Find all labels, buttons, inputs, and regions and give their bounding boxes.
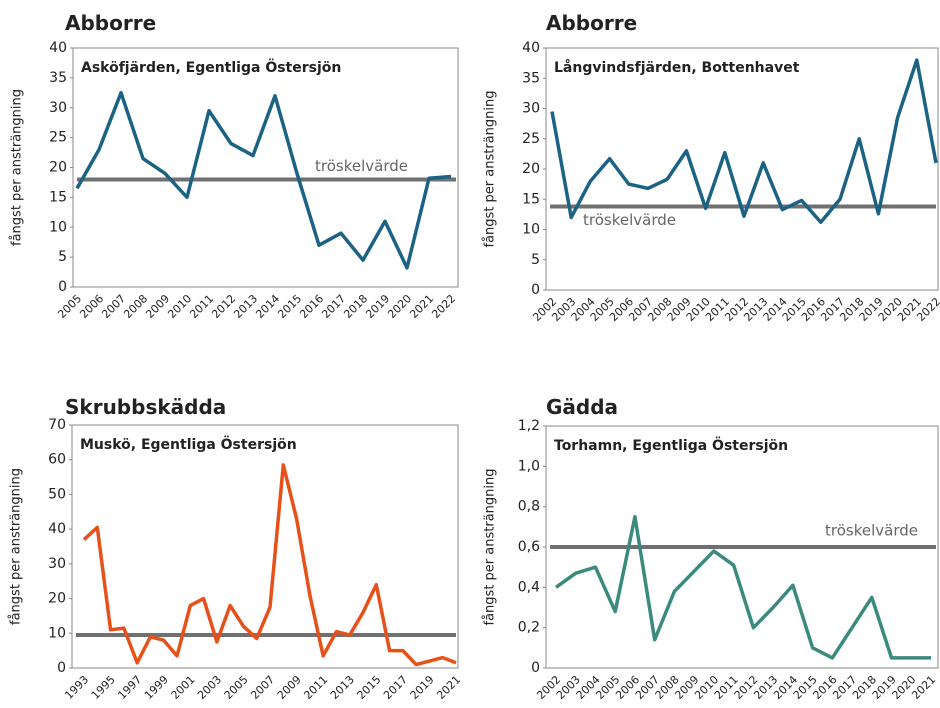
y-axis-label: fångst per ansträngning bbox=[10, 89, 25, 246]
y-tick-label: 40 bbox=[49, 40, 67, 56]
y-tick-label: 0 bbox=[57, 660, 66, 676]
x-tick-label: 2010 bbox=[165, 292, 194, 321]
x-tick-label: 2009 bbox=[143, 292, 172, 321]
x-tick-label: 2005 bbox=[222, 673, 251, 702]
chart-subtitle: Muskö, Egentliga Östersjön bbox=[80, 435, 297, 453]
y-tick-label: 1,0 bbox=[518, 458, 540, 474]
y-tick-label: 0 bbox=[58, 279, 67, 295]
y-tick-label: 60 bbox=[48, 452, 66, 468]
y-tick-label: 10 bbox=[49, 219, 67, 235]
y-tick-label: 0 bbox=[531, 660, 540, 676]
x-tick-label: 2019 bbox=[408, 673, 437, 702]
x-tick-label: 2014 bbox=[253, 292, 282, 321]
x-tick-label: 2003 bbox=[195, 673, 224, 702]
y-tick-label: 0,8 bbox=[518, 499, 540, 515]
chart-title: Abborre bbox=[65, 11, 156, 35]
chart-subtitle: Asköfjärden, Egentliga Östersjön bbox=[81, 58, 341, 76]
x-tick-label: 2019 bbox=[363, 292, 392, 321]
y-axis-label: fångst per ansträngning bbox=[483, 469, 498, 626]
plot-frame bbox=[545, 47, 939, 291]
x-tick-label: 2020 bbox=[385, 292, 414, 321]
y-tick-label: 1,2 bbox=[518, 418, 540, 434]
x-tick-label: 1993 bbox=[62, 673, 91, 702]
y-tick-label: 10 bbox=[48, 625, 66, 641]
y-tick-label: 25 bbox=[49, 130, 67, 146]
chart-title: Gädda bbox=[546, 395, 618, 419]
x-tick-label: 2011 bbox=[301, 673, 330, 702]
data-line bbox=[75, 91, 452, 270]
x-tick-label: 2009 bbox=[275, 673, 304, 702]
y-tick-label: 15 bbox=[49, 189, 67, 205]
x-tick-label: 2001 bbox=[169, 673, 198, 702]
chart-title: Skrubbskädda bbox=[65, 395, 226, 419]
y-tick-label: 0,4 bbox=[518, 579, 540, 595]
x-tick-label: 2015 bbox=[275, 292, 304, 321]
y-tick-label: 50 bbox=[48, 486, 66, 502]
y-tick-label: 40 bbox=[48, 521, 66, 537]
x-tick-label: 2015 bbox=[355, 673, 384, 702]
y-tick-label: 15 bbox=[522, 191, 540, 207]
x-tick-label: 2013 bbox=[231, 292, 260, 321]
threshold-label: tröskelvärde bbox=[315, 157, 408, 175]
y-tick-label: 10 bbox=[522, 222, 540, 238]
y-tick-label: 20 bbox=[49, 160, 67, 176]
y-tick-label: 25 bbox=[522, 131, 540, 147]
x-tick-label: 2021 bbox=[407, 292, 436, 321]
data-line bbox=[550, 58, 938, 224]
data-line bbox=[554, 515, 931, 660]
x-tick-label: 2007 bbox=[248, 673, 277, 702]
threshold-label: tröskelvärde bbox=[825, 522, 918, 540]
y-tick-label: 35 bbox=[522, 70, 540, 86]
y-tick-label: 70 bbox=[48, 417, 66, 433]
y-tick-label: 5 bbox=[531, 252, 540, 268]
x-tick-label: 2011 bbox=[187, 292, 216, 321]
y-tick-label: 0,2 bbox=[518, 620, 540, 636]
x-tick-label: 2016 bbox=[297, 292, 326, 321]
chart-subtitle: Torhamn, Egentliga Östersjön bbox=[554, 436, 788, 454]
data-line bbox=[82, 463, 457, 667]
x-tick-label: 2018 bbox=[341, 292, 370, 321]
x-tick-label: 2021 bbox=[434, 673, 463, 702]
x-tick-label: 1999 bbox=[142, 673, 171, 702]
chart-title: Abborre bbox=[546, 11, 637, 35]
y-tick-label: 20 bbox=[48, 591, 66, 607]
y-tick-label: 30 bbox=[49, 100, 67, 116]
x-tick-label: 2012 bbox=[209, 292, 238, 321]
x-tick-label: 2013 bbox=[328, 673, 357, 702]
x-tick-label: 1995 bbox=[89, 673, 118, 702]
x-tick-label: 2017 bbox=[381, 673, 410, 702]
y-axis-label: fångst per ansträngning bbox=[9, 468, 24, 625]
x-tick-label: 1997 bbox=[115, 673, 144, 702]
y-tick-label: 40 bbox=[522, 40, 540, 56]
y-tick-label: 0 bbox=[531, 282, 540, 298]
chart-subtitle: Långvindsfjärden, Bottenhavet bbox=[554, 59, 800, 76]
y-axis-label: fångst per ansträngning bbox=[483, 91, 498, 248]
y-tick-label: 30 bbox=[48, 556, 66, 572]
y-tick-label: 5 bbox=[58, 249, 67, 265]
plot-frame bbox=[71, 424, 459, 669]
x-tick-label: 2022 bbox=[429, 292, 458, 321]
y-tick-label: 0,6 bbox=[518, 539, 540, 555]
y-tick-label: 20 bbox=[522, 161, 540, 177]
x-tick-label: 2005 bbox=[55, 292, 84, 321]
threshold-label: tröskelvärde bbox=[583, 211, 676, 229]
y-tick-label: 30 bbox=[522, 101, 540, 117]
x-tick-label: 2006 bbox=[77, 292, 106, 321]
x-tick-label: 2007 bbox=[99, 292, 128, 321]
x-tick-label: 2008 bbox=[121, 292, 150, 321]
y-tick-label: 35 bbox=[49, 70, 67, 86]
x-tick-label: 2017 bbox=[319, 292, 348, 321]
